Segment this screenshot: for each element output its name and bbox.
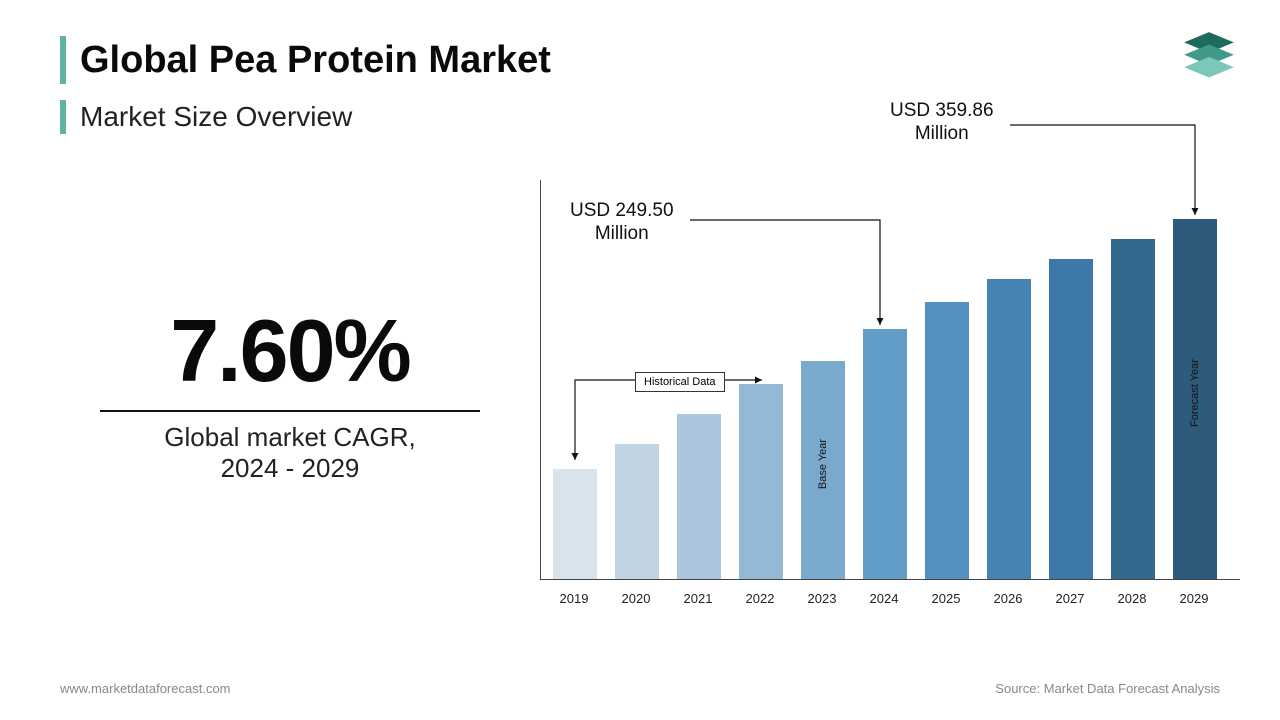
footer-source: Source: Market Data Forecast Analysis xyxy=(995,681,1220,696)
x-axis-category: 2028 xyxy=(1110,591,1154,606)
page-subtitle: Market Size Overview xyxy=(80,101,352,133)
x-axis-category: 2023 xyxy=(800,591,844,606)
footer-website: www.marketdataforecast.com xyxy=(60,681,231,696)
x-axis-category: 2019 xyxy=(552,591,596,606)
chart-bar xyxy=(925,179,969,579)
chart-bar: Base Year xyxy=(801,179,845,579)
callout-forecast-line1: USD 359.86 xyxy=(890,100,994,123)
cagr-divider xyxy=(100,410,480,412)
x-axis-category: 2020 xyxy=(614,591,658,606)
x-axis-category: 2021 xyxy=(676,591,720,606)
cagr-label-line1: Global market CAGR, xyxy=(100,422,480,453)
chart-bar xyxy=(987,179,1031,579)
x-axis-category: 2024 xyxy=(862,591,906,606)
x-axis-category: 2022 xyxy=(738,591,782,606)
chart-bar xyxy=(553,179,597,579)
bar-vertical-label: Forecast Year xyxy=(1189,359,1201,427)
chart-bar xyxy=(1111,179,1155,579)
chart-bar: Forecast Year xyxy=(1173,179,1217,579)
callout-forecast-year: USD 359.86 Million xyxy=(890,100,994,146)
x-axis-category: 2026 xyxy=(986,591,1030,606)
x-axis-category: 2025 xyxy=(924,591,968,606)
chart-bar xyxy=(615,179,659,579)
subtitle-accent-bar xyxy=(60,100,66,134)
title-accent-bar xyxy=(60,36,66,84)
chart-plot-area: Base Year Forecast Year xyxy=(540,180,1240,580)
cagr-summary: 7.60% Global market CAGR, 2024 - 2029 xyxy=(100,300,480,484)
bar-vertical-label: Base Year xyxy=(817,439,829,489)
header-title-block: Global Pea Protein Market xyxy=(60,36,551,84)
chart-bar xyxy=(1049,179,1093,579)
x-axis-category: 2027 xyxy=(1048,591,1092,606)
chart-bar xyxy=(863,179,907,579)
chart-bar xyxy=(677,179,721,579)
page-title: Global Pea Protein Market xyxy=(80,39,551,82)
subtitle-block: Market Size Overview xyxy=(60,100,352,134)
market-size-bar-chart: USD 249.50 Million USD 359.86 Million Hi… xyxy=(540,180,1240,620)
cagr-value: 7.60% xyxy=(100,300,480,402)
chart-bar xyxy=(739,179,783,579)
cagr-label-line2: 2024 - 2029 xyxy=(100,453,480,484)
brand-logo-icon xyxy=(1178,30,1240,92)
x-axis-category: 2029 xyxy=(1172,591,1216,606)
callout-forecast-line2: Million xyxy=(890,123,994,146)
